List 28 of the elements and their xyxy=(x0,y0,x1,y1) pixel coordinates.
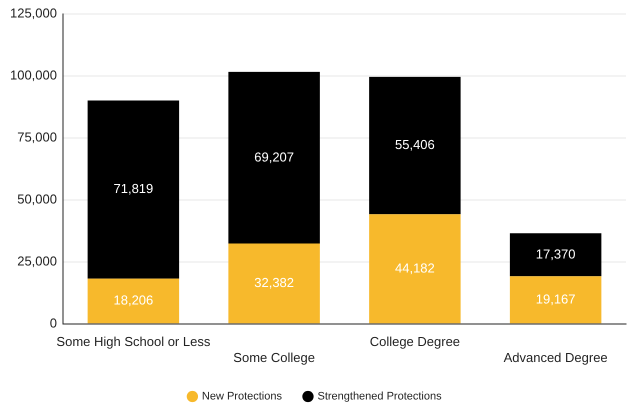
bar xyxy=(510,233,602,276)
y-tick-label: 0 xyxy=(50,315,57,330)
data-label: 44,182 xyxy=(394,260,435,276)
legend-label: New Protections xyxy=(202,390,282,403)
bar xyxy=(88,100,180,279)
legend-label: Strengthened Protections xyxy=(317,390,442,403)
bar xyxy=(369,76,461,214)
bar xyxy=(88,278,180,324)
bar xyxy=(228,72,320,244)
y-tick-label: 50,000 xyxy=(17,191,57,206)
x-tick-label: Advanced Degree xyxy=(504,350,608,365)
bar xyxy=(228,243,320,324)
data-label: 55,406 xyxy=(394,137,435,152)
bar xyxy=(369,214,461,324)
bar xyxy=(510,276,602,324)
data-label: 69,207 xyxy=(254,149,294,164)
y-tick-label: 25,000 xyxy=(17,253,57,268)
y-tick-label: 100,000 xyxy=(10,67,57,82)
x-tick-label: Some High School or Less xyxy=(56,334,211,350)
y-tick-label: 125,000 xyxy=(10,5,57,20)
y-tick-label: 75,000 xyxy=(17,129,57,144)
x-tick-label: College Degree xyxy=(370,334,460,350)
data-label: 71,819 xyxy=(113,181,154,196)
data-label: 19,167 xyxy=(536,291,576,306)
data-label: 17,370 xyxy=(536,246,576,262)
data-label: 32,382 xyxy=(254,274,294,290)
data-label: 18,206 xyxy=(113,292,154,308)
x-tick-label: Some College xyxy=(233,350,315,365)
